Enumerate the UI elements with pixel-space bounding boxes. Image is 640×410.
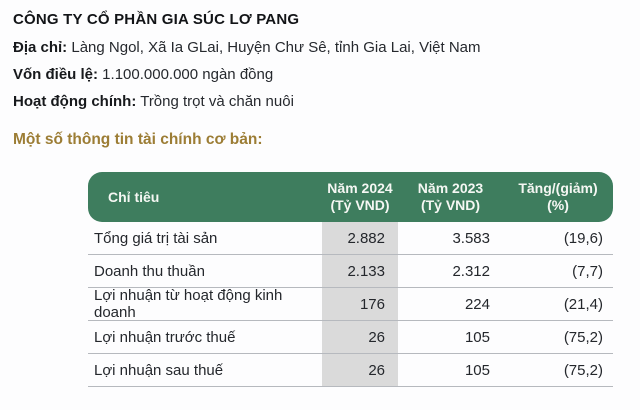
table-row: Tổng giá trị tài sản 2.882 3.583 (19,6): [88, 222, 613, 255]
cell-2024-value: 2.882: [322, 222, 398, 254]
cell-change-pct: (19,6): [563, 229, 603, 247]
cell-2023-value: 224: [464, 295, 490, 313]
cell-change-pct: (75,2): [563, 328, 603, 346]
cell-indicator: Lợi nhuận từ hoạt động kinh doanh: [94, 287, 283, 321]
charter-capital-line: Vốn điều lệ: 1.100.000.000 ngàn đồng: [13, 66, 481, 84]
cell-2024-value: 176: [322, 288, 398, 320]
cell-indicator: Doanh thu thuần: [94, 262, 205, 280]
header-chi-tieu: Chỉ tiêu: [108, 188, 160, 205]
main-activity-line: Hoạt động chính: Trồng trọt và chăn nuôi: [13, 93, 481, 111]
cell-change-pct: (21,4): [563, 295, 603, 313]
main-activity-value: Trồng trọt và chăn nuôi: [136, 93, 294, 110]
cell-indicator: Lợi nhuận sau thuế: [94, 361, 224, 379]
cell-2023-value: 105: [464, 361, 490, 379]
cell-2024-value: 26: [322, 354, 398, 386]
table-row: Lợi nhuận từ hoạt động kinh doanh 176 22…: [88, 287, 613, 321]
table-row: Doanh thu thuần 2.133 2.312 (7,7): [88, 255, 613, 288]
company-name: CÔNG TY CỔ PHẦN GIA SÚC LƠ PANG: [13, 11, 300, 28]
header-tang-giam: Tăng/(giảm) (%): [518, 180, 598, 213]
cell-indicator: Lợi nhuận trước thuế: [94, 328, 236, 346]
cell-2023-value: 2.312: [452, 262, 490, 280]
cell-change-pct: (7,7): [572, 262, 603, 280]
company-address-line: Địa chỉ: Làng Ngol, Xã Ia GLai, Huyện Ch…: [13, 39, 481, 57]
cell-change-pct: (75,2): [563, 361, 603, 379]
table-header-row: Chỉ tiêu Năm 2024 (Tỷ VND) Năm 2023 (Tỷ …: [88, 172, 613, 222]
financial-table: Chỉ tiêu Năm 2024 (Tỷ VND) Năm 2023 (Tỷ …: [88, 172, 613, 387]
cell-2023-value: 105: [464, 328, 490, 346]
section-heading: Một số thông tin tài chính cơ bản:: [13, 131, 263, 148]
address-value: Làng Ngol, Xã Ia GLai, Huyện Chư Sê, tỉn…: [67, 39, 481, 56]
table-row: Lợi nhuận sau thuế 26 105 (75,2): [88, 354, 613, 387]
cell-indicator: Tổng giá trị tài sản: [94, 229, 218, 247]
company-info-block: CÔNG TY CỔ PHẦN GIA SÚC LƠ PANG Địa chỉ:…: [13, 11, 481, 120]
cell-2023-value: 3.583: [452, 229, 490, 247]
cell-2024-value: 26: [322, 321, 398, 353]
cell-2024-value: 2.133: [322, 255, 398, 287]
header-nam-2024: Năm 2024 (Tỷ VND): [327, 180, 393, 213]
header-nam-2023: Năm 2023 (Tỷ VND): [417, 180, 484, 213]
charter-capital-label: Vốn điều lệ:: [13, 66, 99, 83]
table-body: Tổng giá trị tài sản 2.882 3.583 (19,6) …: [88, 222, 613, 387]
main-activity-label: Hoạt động chính:: [13, 93, 137, 110]
address-label: Địa chỉ:: [13, 39, 68, 56]
charter-capital-value: 1.100.000.000 ngàn đồng: [98, 66, 274, 83]
table-row: Lợi nhuận trước thuế 26 105 (75,2): [88, 321, 613, 354]
